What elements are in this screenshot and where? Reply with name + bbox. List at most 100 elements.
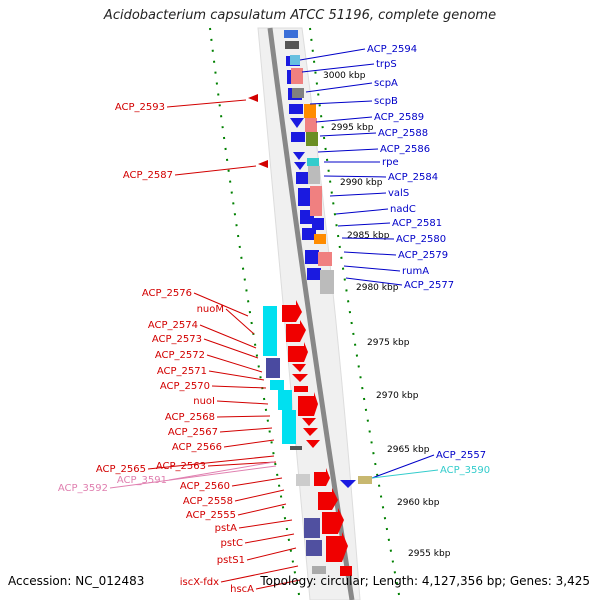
marker-acp-2593: [248, 94, 258, 102]
leader-line-nuom: [225, 308, 255, 335]
gene-label-acp-2594[interactable]: ACP_2594: [367, 44, 417, 55]
leader-line-acp-2593: [166, 99, 247, 108]
topology-text: Topology: circular; Length: 4,127,356 bp…: [260, 574, 590, 588]
gene-label-acp-2580[interactable]: ACP_2580: [396, 234, 446, 245]
gene-label-nuoi[interactable]: nuoI: [193, 396, 215, 407]
leader-line-acp-2555: [237, 503, 287, 516]
gene-label-trps[interactable]: trpS: [376, 59, 397, 70]
leader-line-acp-2579: [343, 251, 397, 256]
scale-label-8: 2960 kbp: [397, 498, 440, 508]
leader-line-acp-2572: [206, 354, 263, 373]
gene-label-acp-2579[interactable]: ACP_2579: [398, 250, 448, 261]
gene-label-nadc[interactable]: nadC: [390, 204, 416, 215]
left-label-group: ACP_2593 ACP_2587 ACP_2576 nuoM ACP_2574 ACP_…: [58, 99, 301, 595]
gene-label-acp-2576[interactable]: ACP_2576: [142, 288, 192, 299]
gene-label-psts1[interactable]: pstS1: [217, 555, 245, 566]
leader-line-nadc: [335, 208, 389, 215]
gene-label-acp-2588[interactable]: ACP_2588: [378, 128, 428, 139]
reverse-strand-features-bottom: [263, 306, 326, 574]
gene-label-acp-2587[interactable]: ACP_2587: [123, 170, 173, 181]
gene-label-acp-2563[interactable]: ACP_2563: [156, 461, 206, 472]
leader-line-acp-2560: [231, 477, 283, 487]
leader-line-acp-2587: [174, 165, 257, 176]
gene-label-acp-3591[interactable]: ACP_3591: [117, 475, 167, 486]
leader-line-ruma: [343, 265, 401, 272]
leader-line-acp-3590: [371, 469, 439, 479]
gene-label-pstc[interactable]: pstC: [221, 538, 243, 549]
scale-label-9: 2955 kbp: [408, 549, 451, 559]
gene-label-scpa[interactable]: scpA: [374, 78, 398, 89]
leader-line-acp-2558: [234, 489, 285, 502]
scale-label-0: 3000 kbp: [323, 71, 366, 81]
leader-line-acp-2574: [199, 324, 257, 349]
scale-label-2: 2990 kbp: [340, 178, 383, 188]
gene-label-acp-2566[interactable]: ACP_2566: [172, 442, 222, 453]
forward-strand-features-top: [290, 55, 334, 294]
gene-label-acp-2555[interactable]: ACP_2555: [186, 510, 236, 521]
gene-label-acp-2560[interactable]: ACP_2560: [180, 481, 230, 492]
leader-line-acp-2580: [341, 237, 395, 240]
scale-labels: 3000 kbp 2995 kbp 2990 kbp 2985 kbp 2980 kbp…: [323, 71, 451, 559]
gene-label-acp-2565[interactable]: ACP_2565: [96, 464, 146, 475]
gene-label-acp-2589[interactable]: ACP_2589: [374, 112, 424, 123]
gene-label-acp-2567[interactable]: ACP_2567: [168, 427, 218, 438]
gene-label-acp-3592[interactable]: ACP_3592: [58, 483, 108, 494]
gene-label-iscx-fdx[interactable]: iscX-fdx: [180, 577, 219, 588]
leader-line-acp-2594: [299, 48, 366, 61]
leader-line-acp-2586: [317, 148, 379, 153]
accession-text: Accession: NC_012483: [8, 574, 145, 588]
genome-title: Acidobacterium capsulatum ATCC 51196, co…: [103, 8, 497, 23]
gene-label-acp-2581[interactable]: ACP_2581: [392, 218, 442, 229]
leader-line-scpa: [305, 82, 373, 93]
gene-label-acp-2572[interactable]: ACP_2572: [155, 350, 205, 361]
scale-label-5: 2975 kbp: [367, 338, 410, 348]
leader-line-acp-2588: [319, 132, 377, 137]
scale-label-3: 2985 kbp: [347, 231, 390, 241]
leader-line-acp-2576: [193, 292, 249, 317]
leader-line-acp-2565: [147, 455, 275, 470]
leader-line-acp-2581: [337, 222, 391, 227]
gene-label-acp-2558[interactable]: ACP_2558: [183, 496, 233, 507]
gene-label-rpe[interactable]: rpe: [382, 157, 399, 168]
gene-label-psta[interactable]: pstA: [215, 523, 237, 534]
gene-label-acp-2574[interactable]: ACP_2574: [148, 320, 198, 331]
leader-line-psts1: [246, 547, 297, 561]
gene-label-acp-3590[interactable]: ACP_3590: [440, 465, 490, 476]
gene-label-acp-2570[interactable]: ACP_2570: [160, 381, 210, 392]
leader-line-acp-2589: [315, 116, 373, 123]
gene-label-acp-2568[interactable]: ACP_2568: [165, 412, 215, 423]
gene-label-acp-2571[interactable]: ACP_2571: [157, 366, 207, 377]
gene-label-acp-2584[interactable]: ACP_2584: [388, 172, 438, 183]
leader-line-nuoi: [216, 400, 269, 405]
leader-line-acp-2566: [223, 439, 275, 448]
gene-label-acp-2593[interactable]: ACP_2593: [115, 102, 165, 113]
leader-line-acp-2557: [371, 454, 435, 479]
gene-label-acp-2557[interactable]: ACP_2557: [436, 450, 486, 461]
gene-label-acp-2577[interactable]: ACP_2577: [404, 280, 454, 291]
leader-line-acp-2584: [323, 175, 387, 178]
scale-label-7: 2965 kbp: [387, 445, 430, 455]
leader-line-hsca: [255, 579, 301, 590]
leader-line-iscx-fdx: [220, 565, 299, 583]
leader-line-acp-2570: [211, 385, 267, 389]
gene-label-hsca[interactable]: hscA: [230, 584, 254, 595]
right-label-group: ACP_2594 trpS scpA scpB ACP_2589 ACP_2588 ACP_…: [299, 44, 490, 479]
scale-label-4: 2980 kbp: [356, 283, 399, 293]
gene-label-scpb[interactable]: scpB: [374, 96, 398, 107]
leader-line-acp-2563: [207, 461, 277, 467]
gene-label-acp-2586[interactable]: ACP_2586: [380, 144, 430, 155]
leader-line-acp-2577: [345, 277, 403, 286]
leader-line-acp-2568: [216, 415, 271, 418]
gene-label-vals[interactable]: valS: [388, 188, 409, 199]
leader-line-acp-3591: [168, 461, 275, 481]
leader-line-scpb: [309, 100, 373, 105]
scale-label-1: 2995 kbp: [331, 123, 374, 133]
gene-label-ruma[interactable]: rumA: [402, 266, 429, 277]
leader-line-vals: [329, 192, 387, 197]
leader-line-psta: [238, 519, 293, 529]
leader-line-acp-2573: [203, 338, 259, 359]
gene-label-nuom[interactable]: nuoM: [197, 304, 224, 315]
gene-label-acp-2573[interactable]: ACP_2573: [152, 334, 202, 345]
